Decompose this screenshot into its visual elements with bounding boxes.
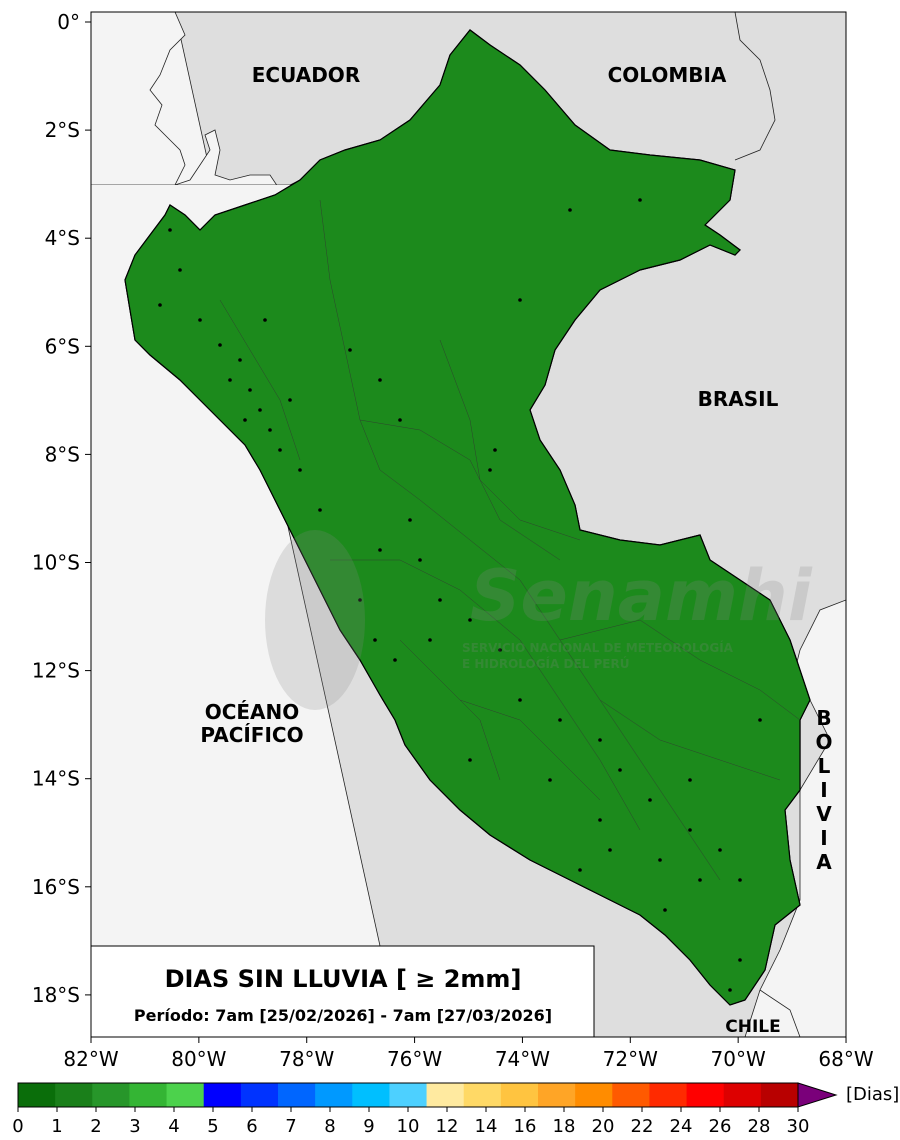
colorbar-swatch <box>129 1083 168 1107</box>
colorbar-tick-label: 10 <box>397 1116 420 1137</box>
lon-tick-label: 78°W <box>279 1047 334 1071</box>
colorbar-swatch <box>760 1083 799 1107</box>
watermark-logo-icon <box>265 530 365 710</box>
label-ocean-line2: PACÍFICO <box>200 723 303 747</box>
watermark-name: Senamhi <box>470 555 813 637</box>
watermark-line2: E HIDROLOGÍA DEL PERÚ <box>462 656 629 671</box>
colorbar-tick-label: 18 <box>553 1116 576 1137</box>
lon-tick-label: 70°W <box>711 1047 766 1071</box>
station-dots <box>158 198 762 992</box>
colorbar-tick-label: 24 <box>670 1116 693 1137</box>
colorbar-swatch <box>389 1083 428 1107</box>
colorbar-swatch <box>649 1083 688 1107</box>
colorbar-swatch <box>723 1083 762 1107</box>
bolivia-letter: O <box>815 730 832 754</box>
lat-tick-label: 8°S <box>45 442 80 466</box>
colorbar-swatch <box>538 1083 576 1107</box>
colorbar-tick-label: 4 <box>168 1116 179 1137</box>
colorbar-tick-label: 1 <box>51 1116 62 1137</box>
map-period: Período: 7am [25/02/2026] - 7am [27/03/2… <box>134 1006 552 1025</box>
lon-tick-label: 72°W <box>603 1047 658 1071</box>
latitude-axis: 0° 2°S 4°S 6°S 8°S 10°S 12°S 14°S 16°S 18°S <box>32 10 91 1007</box>
colorbar-tick-label: 30 <box>787 1116 810 1137</box>
colorbar-swatch <box>612 1083 650 1107</box>
colorbar-tick-label: 6 <box>246 1116 257 1137</box>
colorbar-tick-label: 16 <box>514 1116 537 1137</box>
colorbar: 0 1 2 3 4 5 6 7 8 9 10 12 14 16 18 20 22 24 26 28 30 <box>12 1082 838 1137</box>
lat-tick-label: 0° <box>57 10 80 34</box>
senamhi-watermark: Senamhi SERVICIO NACIONAL DE METEOROLOGÍ… <box>265 530 813 710</box>
lat-tick-label: 6°S <box>45 334 80 358</box>
lat-tick-label: 4°S <box>45 226 80 250</box>
bolivia-letter: V <box>816 802 832 826</box>
lat-tick-label: 16°S <box>32 875 80 899</box>
colorbar-swatch <box>92 1083 130 1107</box>
lon-tick-label: 82°W <box>63 1047 118 1071</box>
colorbar-tick-label: 22 <box>631 1116 654 1137</box>
colorbar-swatch <box>575 1083 613 1107</box>
colorbar-swatch <box>686 1083 725 1107</box>
colorbar-swatch <box>463 1083 502 1107</box>
colorbar-swatch <box>315 1083 353 1107</box>
lon-tick-label: 74°W <box>495 1047 550 1071</box>
label-brasil: BRASIL <box>698 387 779 411</box>
bolivia-letter: I <box>820 826 827 850</box>
colorbar-tick-label: 12 <box>436 1116 459 1137</box>
label-colombia: COLOMBIA <box>608 63 727 87</box>
colorbar-tick-label: 0 <box>12 1116 23 1137</box>
colorbar-swatch <box>18 1083 56 1107</box>
bolivia-letter: A <box>816 850 832 874</box>
colorbar-tick-label: 26 <box>709 1116 732 1137</box>
bolivia-letter: L <box>818 754 831 778</box>
colorbar-swatch <box>55 1083 93 1107</box>
colorbar-swatch <box>278 1083 316 1107</box>
label-chile: CHILE <box>725 1017 780 1037</box>
bolivia-letter: I <box>820 778 827 802</box>
colorbar-tick-label: 7 <box>285 1116 296 1137</box>
lon-tick-label: 80°W <box>171 1047 226 1071</box>
bolivia-letter: B <box>816 706 831 730</box>
title-box: DIAS SIN LLUVIA [ ≥ 2mm] Período: 7am [2… <box>90 945 595 1038</box>
lat-tick-label: 12°S <box>32 659 80 683</box>
colorbar-tick-label: 14 <box>475 1116 498 1137</box>
colorbar-swatch <box>166 1083 205 1107</box>
lat-tick-label: 2°S <box>45 118 80 142</box>
colorbar-swatch <box>352 1083 390 1107</box>
colorbar-swatch <box>240 1083 279 1107</box>
department-borders <box>219 199 801 881</box>
colorbar-tick-label: 8 <box>324 1116 335 1137</box>
colorbar-extend-arrow <box>797 1082 838 1108</box>
colorbar-tick-label: 9 <box>363 1116 374 1137</box>
lat-tick-label: 18°S <box>32 983 80 1007</box>
lon-tick-label: 76°W <box>387 1047 442 1071</box>
longitude-axis: 82°W 80°W 78°W 76°W 74°W 72°W 70°W 68°W <box>63 1037 874 1071</box>
colorbar-tick-label: 3 <box>129 1116 140 1137</box>
map-title: DIAS SIN LLUVIA [ ≥ 2mm] <box>165 965 522 993</box>
lat-tick-label: 14°S <box>32 767 80 791</box>
colorbar-swatch <box>426 1083 465 1107</box>
watermark-line1: SERVICIO NACIONAL DE METEOROLOGÍA <box>462 640 734 655</box>
colorbar-tick-label: 5 <box>207 1116 218 1137</box>
lon-tick-label: 68°W <box>818 1047 873 1071</box>
colorbar-swatch <box>500 1083 539 1107</box>
label-ocean-line1: OCÉANO <box>205 700 300 724</box>
lat-tick-label: 10°S <box>32 551 80 575</box>
colorbar-tick-label: 28 <box>748 1116 771 1137</box>
colorbar-unit: [Dias] <box>846 1084 899 1105</box>
label-ecuador: ECUADOR <box>252 63 360 87</box>
colorbar-tick-label: 2 <box>90 1116 101 1137</box>
colorbar-tick-label: 20 <box>592 1116 615 1137</box>
colorbar-swatch <box>203 1083 242 1107</box>
